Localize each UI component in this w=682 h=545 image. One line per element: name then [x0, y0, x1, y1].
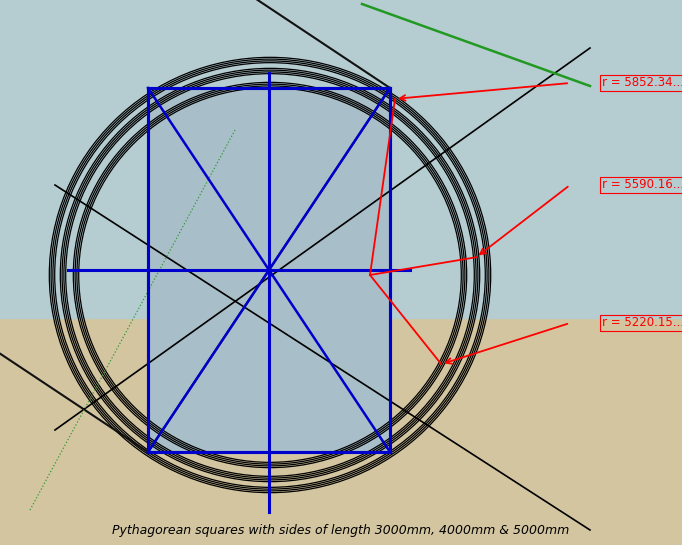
Text: r = 5220.15...mm: r = 5220.15...mm	[602, 317, 682, 330]
Polygon shape	[148, 88, 390, 452]
Text: r = 5852.34...mm: r = 5852.34...mm	[602, 76, 682, 89]
Text: r = 5590.16...mm: r = 5590.16...mm	[602, 179, 682, 191]
Text: Pythagorean squares with sides of length 3000mm, 4000mm & 5000mm: Pythagorean squares with sides of length…	[113, 524, 569, 537]
